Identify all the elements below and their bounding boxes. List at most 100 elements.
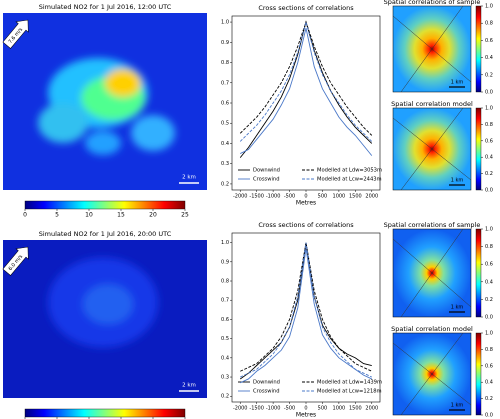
heatmap-title: Spatial correlation model xyxy=(391,100,473,108)
series-line xyxy=(239,20,373,136)
colorbar-tick-label: 0.4 xyxy=(485,279,493,285)
colorbar-tick-label: 1.0 xyxy=(485,106,493,112)
x-tick-label: 500 xyxy=(318,406,328,412)
map-blob xyxy=(131,115,175,151)
legend-label: Downwind xyxy=(253,380,280,386)
colorbar-tick-label: 0.4 xyxy=(485,155,493,161)
colorbar-tick-label: 0.8 xyxy=(485,347,493,353)
legend-label: Modelled at Ldw=1439m xyxy=(317,380,382,386)
colorbar xyxy=(475,5,482,93)
y-tick-label: 0.5 xyxy=(221,121,229,127)
colorbar-tick-label: 0.4 xyxy=(485,380,493,386)
y-tick-label: 0.3 xyxy=(221,161,229,167)
colorbar-tick-label: 5 xyxy=(55,212,59,219)
y-tick-label: 0.7 xyxy=(221,298,229,304)
y-tick-label: 0.6 xyxy=(221,101,229,107)
colorbar-tick-label: 0.0 xyxy=(485,413,493,419)
colorbar-tick-label: 1.0 xyxy=(485,331,493,337)
colorbar-tick-label: 0.8 xyxy=(485,244,493,250)
map-title: Simulated NO2 for 1 Jul 2016, 20:00 UTC xyxy=(39,230,172,238)
y-tick-label: 1.0 xyxy=(221,20,229,26)
y-tick-label: 0.2 xyxy=(221,181,229,187)
axis-line xyxy=(392,117,472,181)
colorbar-tick-label: 0.0 xyxy=(485,188,493,194)
scale-label: 2 km xyxy=(182,383,196,389)
x-tick-label: 0 xyxy=(304,406,307,412)
colorbar-tick-label: 0.6 xyxy=(485,363,493,369)
colorbar-tick-label: 1.0 xyxy=(485,227,493,233)
colorbar-tick-label: 0.2 xyxy=(485,171,493,177)
colorbar-tick-label: 1.0 xyxy=(485,4,493,10)
map-blob xyxy=(38,103,88,143)
y-tick-label: 1.0 xyxy=(221,240,229,246)
series-line xyxy=(240,242,372,378)
map-features xyxy=(38,58,175,155)
y-tick-label: 0.5 xyxy=(221,336,229,342)
x-tick-label: -1500 xyxy=(249,194,264,200)
x-tick-label: -2000 xyxy=(233,406,248,412)
colorbar-tick-label: 0.0 xyxy=(485,315,493,321)
colorbar-tick-label: 15 xyxy=(117,212,125,219)
axis-line xyxy=(392,15,472,83)
x-tick-label: 1500 xyxy=(349,194,362,200)
x-tick-label: 0 xyxy=(304,194,307,200)
colorbar-tick-label: 0.2 xyxy=(485,297,493,303)
x-tick-label: -500 xyxy=(284,406,295,412)
colorbar-tick-label: 0.8 xyxy=(485,122,493,128)
map-blob xyxy=(85,131,121,155)
map-title: Simulated NO2 for 1 Jul 2016, 12:00 UTC xyxy=(39,3,172,11)
colorbar-tick-label: 10 xyxy=(85,212,93,219)
colorbar xyxy=(24,200,186,210)
y-tick-label: 0.8 xyxy=(221,60,229,66)
heatmap-title: Spatial correlation model xyxy=(391,325,473,333)
x-tick-label: 500 xyxy=(318,194,328,200)
map-blob xyxy=(83,284,133,325)
legend-label: Modelled at Lcw=1218m xyxy=(317,389,382,395)
scale-label: 1 km xyxy=(451,403,464,409)
series-line xyxy=(239,242,372,380)
x-tick-label: 1000 xyxy=(333,194,346,200)
y-tick-label: 0.4 xyxy=(221,141,229,147)
y-tick-label: 0.2 xyxy=(221,394,229,400)
axis-line xyxy=(392,342,472,406)
colorbar xyxy=(475,107,482,191)
colorbar xyxy=(475,228,482,318)
colorbar-tick-label: 0.6 xyxy=(485,38,493,44)
map-blob xyxy=(105,69,141,97)
series-line xyxy=(240,248,372,384)
heatmap-title: Spatial correlations of sample xyxy=(384,221,481,229)
colorbar-tick-label: 0.6 xyxy=(485,138,493,144)
y-tick-label: 0.4 xyxy=(221,355,229,361)
colorbar-tick-label: 0.2 xyxy=(485,396,493,402)
x-tick-label: -1000 xyxy=(266,194,281,200)
x-tick-label: -1500 xyxy=(249,406,264,412)
map-features xyxy=(48,257,158,348)
y-tick-label: 0.3 xyxy=(221,375,229,381)
colorbar-tick-label: 0.2 xyxy=(485,72,493,78)
wind-arrow: 6.0 m/s xyxy=(2,246,29,276)
y-tick-label: 0.9 xyxy=(221,259,229,265)
axis-line xyxy=(392,238,472,308)
colorbar-tick-label: 0.8 xyxy=(485,21,493,27)
scale-label: 2 km xyxy=(182,175,196,181)
legend-label: Downwind xyxy=(253,168,280,174)
colorbar-tick-label: 0 xyxy=(23,212,27,219)
y-tick-label: 0.6 xyxy=(221,317,229,323)
x-tick-label: 2000 xyxy=(365,406,378,412)
scale-label: 1 km xyxy=(451,305,464,311)
x-tick-label: -1000 xyxy=(266,406,281,412)
scale-label: 1 km xyxy=(451,80,464,86)
colorbar-tick-label: 0.4 xyxy=(485,55,493,61)
scale-label: 1 km xyxy=(451,178,464,184)
x-axis-label: Metres xyxy=(296,200,316,207)
x-tick-label: 1500 xyxy=(349,406,362,412)
series-line xyxy=(239,20,373,142)
y-tick-label: 0.9 xyxy=(221,40,229,46)
chart-title: Cross sections of correlations xyxy=(258,221,354,229)
x-axis-label: Metres xyxy=(296,412,316,419)
wind-arrow-shape xyxy=(2,19,29,49)
x-tick-label: -2000 xyxy=(233,194,248,200)
x-tick-label: 1000 xyxy=(333,406,346,412)
wind-arrow-shape xyxy=(2,246,29,276)
